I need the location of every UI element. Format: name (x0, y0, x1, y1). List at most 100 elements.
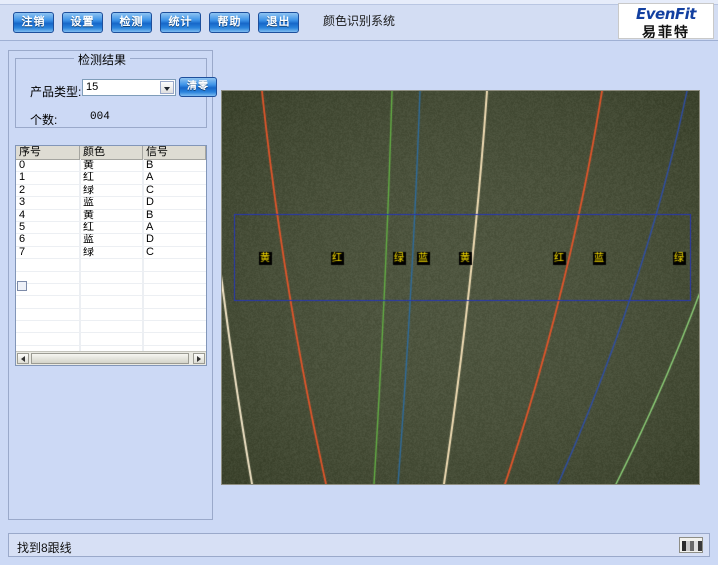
table-cell-signal: D (146, 234, 154, 246)
table-cell-empty (16, 308, 80, 321)
table-cell-color: 绿 (80, 246, 143, 259)
toolbar-button-statistics[interactable]: 统计 (160, 12, 201, 33)
table-cell-color: 红 (80, 221, 143, 234)
table-cell-empty (16, 333, 80, 345)
table-cell-signal: C (146, 246, 154, 258)
table-cell-empty (143, 321, 206, 332)
table-cell-empty (143, 259, 206, 270)
thumbnail-bar (690, 541, 694, 551)
clear-button[interactable]: 清零 (179, 77, 217, 97)
camera-image-view[interactable] (221, 90, 700, 485)
table-cell-signal: B (146, 209, 154, 221)
table-cell-index: 4 (16, 209, 80, 221)
table-cell-color: 蓝 (80, 197, 143, 209)
detected-wires-canvas (222, 91, 699, 484)
table-row-empty[interactable] (16, 321, 206, 334)
table-cell-color: 绿 (80, 184, 143, 197)
toolbar-button-logout[interactable]: 注销 (13, 12, 54, 33)
table-cell-index: 0 (16, 160, 80, 172)
table-cell-empty (16, 296, 80, 308)
table-cell-index: 1 (16, 172, 80, 184)
table-cell-empty (80, 296, 143, 308)
count-label: 个数: (30, 113, 58, 127)
table-cell-signal: A (146, 221, 154, 233)
table-cell-empty (80, 333, 143, 345)
table-cell-index: 2 (16, 184, 80, 197)
table-cell-index: 5 (16, 221, 80, 234)
table-header-cell[interactable]: 序号 (16, 146, 80, 159)
table-cell-empty (143, 272, 206, 283)
groupbox-title: 检测结果 (74, 51, 131, 68)
table-horizontal-scrollbar[interactable] (16, 351, 206, 365)
table-row-empty[interactable] (16, 271, 206, 284)
thumbnail-bar (686, 541, 690, 551)
chevron-down-icon[interactable] (160, 81, 174, 94)
table-cell-index: 6 (16, 234, 80, 246)
table-cell-index: 7 (16, 246, 80, 259)
table-cell-empty (80, 308, 143, 321)
toolbar: 注销 设置 检测 统计 帮助 退出 颜色识别系统 EvenFit 易菲特 (0, 0, 718, 41)
table-row-empty[interactable] (16, 333, 206, 346)
table-cell-color: 蓝 (80, 234, 143, 246)
logo-chinese-text: 易菲特 (642, 24, 690, 39)
table-cell-empty (80, 321, 143, 333)
brand-logo: EvenFit 易菲特 (618, 3, 714, 39)
toolbar-button-help[interactable]: 帮助 (209, 12, 250, 33)
table-cell-empty (16, 283, 80, 296)
table-cell-color: 黄 (80, 209, 143, 221)
table-cell-empty (143, 309, 206, 320)
page-title: 颜色识别系统 (322, 14, 395, 28)
toolbar-button-detect[interactable]: 检测 (111, 12, 152, 33)
table-resize-handle[interactable] (17, 281, 27, 291)
thumbnail-bar (698, 541, 702, 551)
toolbar-button-exit[interactable]: 退出 (258, 12, 299, 33)
table-row-empty[interactable] (16, 259, 206, 272)
scroll-left-icon[interactable] (17, 353, 29, 364)
status-bar: 找到8跟线 (8, 533, 710, 557)
toolbar-button-group: 注销 设置 检测 统计 帮助 退出 (13, 12, 299, 33)
thumbnail-bar (694, 541, 698, 551)
image-thumbnail-icon[interactable] (679, 537, 703, 553)
table-cell-empty (143, 284, 206, 295)
status-message: 找到8跟线 (17, 541, 72, 555)
table-cell-empty (80, 283, 143, 296)
table-cell-color: 黄 (80, 160, 143, 172)
toolbar-button-settings[interactable]: 设置 (62, 12, 103, 33)
table-cell-empty (16, 259, 80, 271)
table-cell-signal: D (146, 197, 154, 209)
table-header-cell[interactable]: 信号 (143, 146, 206, 159)
product-type-value: 15 (86, 81, 99, 93)
table-column-divider (80, 159, 81, 353)
count-value: 004 (90, 111, 110, 123)
table-column-divider (143, 159, 144, 353)
table-cell-empty (143, 333, 206, 344)
detection-result-groupbox: 检测结果 产品类型: 15 清零 个数: 004 (15, 51, 217, 128)
table-cell-empty (16, 271, 80, 283)
table-cell-empty (80, 259, 143, 271)
scrollbar-thumb[interactable] (31, 353, 189, 364)
table-header-row: 序号 颜色 信号 (16, 146, 206, 160)
table-row-empty[interactable] (16, 296, 206, 309)
scroll-right-icon[interactable] (193, 353, 205, 364)
table-cell-empty (80, 271, 143, 283)
table-row-empty[interactable] (16, 283, 206, 297)
table-row-empty[interactable] (16, 308, 206, 322)
product-type-select[interactable]: 15 (82, 79, 176, 96)
table-cell-signal: B (146, 160, 154, 171)
table-cell-empty (16, 321, 80, 333)
table-cell-signal: A (146, 172, 154, 184)
table-header-cell[interactable]: 颜色 (80, 146, 143, 159)
product-type-label: 产品类型: (30, 85, 82, 99)
